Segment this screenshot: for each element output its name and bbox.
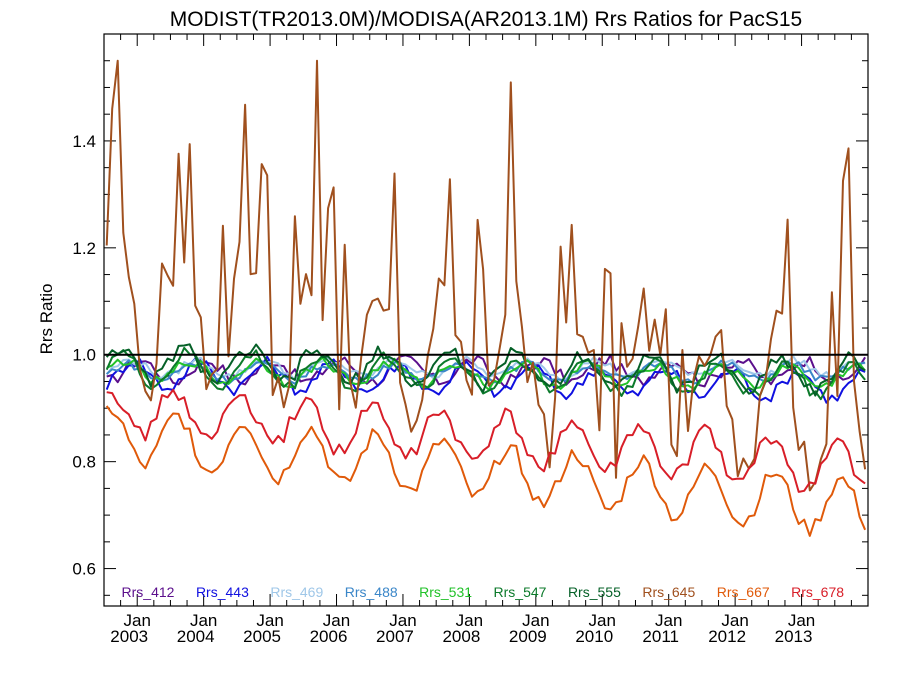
x-tick-label-year: 2007	[376, 627, 414, 646]
x-tick-label-month: Jan	[389, 611, 416, 630]
x-tick-label-year: 2010	[575, 627, 613, 646]
legend-entry-rrs-547: Rrs_547	[494, 584, 547, 600]
x-tick-label-year: 2006	[310, 627, 348, 646]
x-tick-label-year: 2009	[509, 627, 547, 646]
legend-entry-rrs-531: Rrs_531	[419, 584, 472, 600]
legend-entry-rrs-678: Rrs_678	[791, 584, 844, 600]
x-tick-label-month: Jan	[721, 611, 748, 630]
legend-entry-rrs-555: Rrs_555	[568, 584, 621, 600]
x-tick-label-month: Jan	[256, 611, 283, 630]
x-tick-label-year: 2005	[243, 627, 281, 646]
legend-entry-rrs-667: Rrs_667	[717, 584, 770, 600]
legend-entry-rrs-469: Rrs_469	[270, 584, 323, 600]
legend-entry-rrs-645: Rrs_645	[642, 584, 695, 600]
legend-entry-rrs-443: Rrs_443	[196, 584, 249, 600]
y-tick-label: 0.8	[72, 453, 96, 472]
y-tick-label: 1.0	[72, 346, 96, 365]
chart-title: MODIST(TR2013.0M)/MODISA(AR2013.1M) Rrs …	[170, 8, 803, 31]
y-tick-label: 1.2	[72, 239, 96, 258]
series-line-rrs-488	[106, 359, 866, 385]
legend-entry-rrs-412: Rrs_412	[122, 584, 175, 600]
x-tick-label-month: Jan	[655, 611, 682, 630]
x-tick-label-month: Jan	[323, 611, 350, 630]
x-tick-label-year: 2003	[110, 627, 148, 646]
legend-entry-rrs-488: Rrs_488	[345, 584, 398, 600]
x-tick-label-year: 2013	[775, 627, 813, 646]
x-tick-label-month: Jan	[522, 611, 549, 630]
series-line-rrs-547	[105, 346, 866, 401]
series-line-rrs-555	[105, 343, 866, 397]
y-tick-label: 0.6	[72, 560, 96, 579]
x-tick-label-month: Jan	[456, 611, 483, 630]
x-tick-label-year: 2012	[708, 627, 746, 646]
x-tick-label-month: Jan	[788, 611, 815, 630]
y-axis-label: Rrs Ratio	[37, 284, 56, 355]
plot-area: 0.60.81.01.21.4Jan2003Jan2004Jan2005Jan2…	[72, 33, 869, 646]
x-tick-label-year: 2011	[642, 627, 679, 646]
series-line-rrs-678	[106, 388, 866, 493]
x-tick-label-year: 2008	[442, 627, 480, 646]
x-tick-label-year: 2004	[177, 627, 215, 646]
series-line-rrs-667	[105, 405, 867, 537]
y-tick-label: 1.4	[72, 132, 96, 151]
x-tick-label-month: Jan	[589, 611, 616, 630]
x-tick-label-month: Jan	[124, 611, 151, 630]
series-line-rrs-412	[106, 354, 866, 389]
x-tick-label-month: Jan	[190, 611, 217, 630]
series-line-rrs-645	[105, 59, 867, 492]
